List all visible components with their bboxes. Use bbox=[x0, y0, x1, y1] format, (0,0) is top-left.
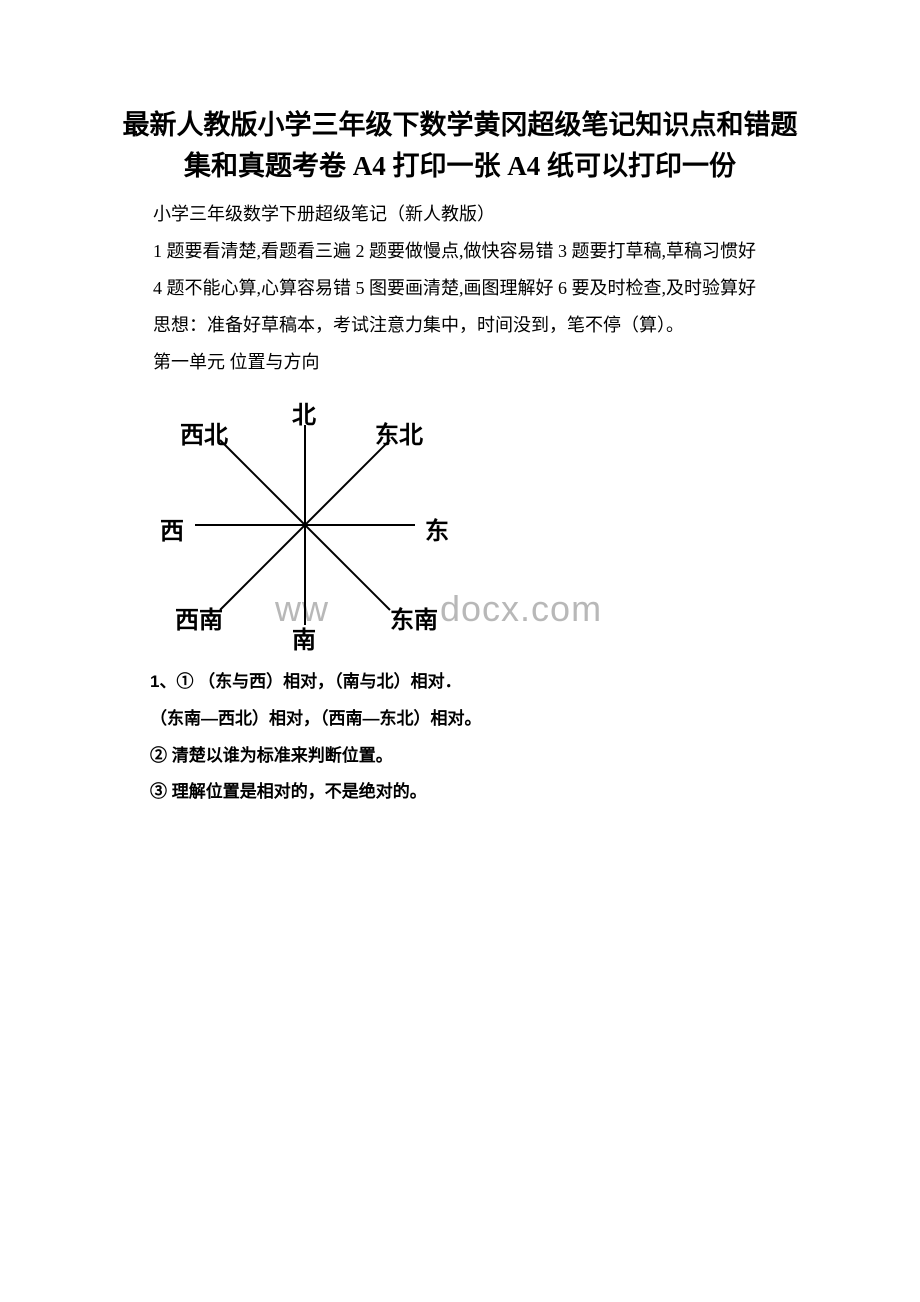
watermark-rest: docx.com bbox=[440, 588, 602, 630]
compass-section: 北 东北 东 东南 南 西南 西 西北 ww docx.com bbox=[150, 390, 805, 650]
title-line-1: 最新人教版小学三年级下数学黄冈超级笔记知识点和错题 bbox=[115, 105, 805, 146]
body-line-1: 小学三年级数学下册超级笔记（新人教版） bbox=[153, 196, 805, 233]
point-line-4: ③ 理解位置是相对的，不是绝对的。 bbox=[150, 774, 805, 811]
body-line-2: 1 题要看清楚,看题看三遍 2 题要做慢点,做快容易错 3 题要打草稿,草稿习惯… bbox=[153, 233, 805, 270]
compass-diagram: 北 东北 东 东南 南 西南 西 西北 ww docx.com bbox=[150, 390, 460, 650]
body-line-5: 第一单元 位置与方向 bbox=[153, 344, 805, 381]
point-line-3: ② 清楚以谁为标准来判断位置。 bbox=[150, 738, 805, 775]
document-title: 最新人教版小学三年级下数学黄冈超级笔记知识点和错题 集和真题考卷 A4 打印一张… bbox=[115, 105, 805, 186]
title-line-2: 集和真题考卷 A4 打印一张 A4 纸可以打印一份 bbox=[115, 146, 805, 187]
point-line-1: 1、① （东与西）相对，（南与北）相对． bbox=[150, 664, 805, 701]
body-text-section: 小学三年级数学下册超级笔记（新人教版） 1 题要看清楚,看题看三遍 2 题要做慢… bbox=[115, 196, 805, 380]
points-section: 1、① （东与西）相对，（南与北）相对． （东南—西北）相对，（西南—东北）相对… bbox=[150, 664, 805, 810]
point-line-2: （东南—西北）相对，（西南—东北）相对。 bbox=[150, 701, 805, 738]
compass-label-southeast: 东南 bbox=[390, 600, 438, 635]
body-line-4: 思想：准备好草稿本，考试注意力集中，时间没到，笔不停（算）。 bbox=[153, 307, 805, 344]
body-line-3: 4 题不能心算,心算容易错 5 图要画清楚,画图理解好 6 要及时检查,及时验算… bbox=[153, 270, 805, 307]
